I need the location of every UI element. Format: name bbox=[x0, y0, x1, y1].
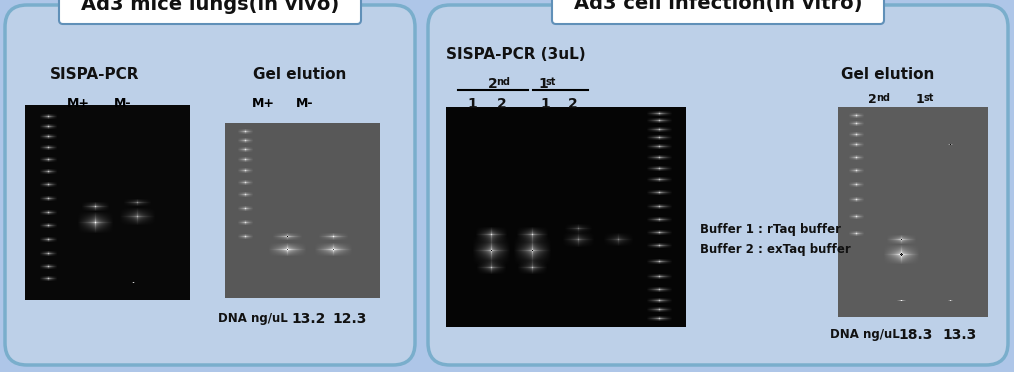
Text: Gel elution: Gel elution bbox=[254, 67, 347, 82]
Text: st: st bbox=[546, 77, 557, 87]
Text: 2: 2 bbox=[568, 97, 578, 111]
Text: SISPA-PCR (3uL): SISPA-PCR (3uL) bbox=[446, 47, 586, 62]
FancyBboxPatch shape bbox=[552, 0, 884, 24]
Text: M-: M- bbox=[296, 97, 313, 110]
Text: 1: 1 bbox=[467, 97, 477, 111]
Text: M+: M+ bbox=[67, 97, 89, 110]
FancyBboxPatch shape bbox=[59, 0, 361, 24]
Text: st: st bbox=[924, 93, 934, 103]
Text: Ad3 mice lungs(in vivo): Ad3 mice lungs(in vivo) bbox=[81, 0, 339, 13]
Text: 2: 2 bbox=[488, 77, 498, 91]
Text: 2: 2 bbox=[497, 97, 507, 111]
Text: Ad3 cell infection(in vitro): Ad3 cell infection(in vitro) bbox=[574, 0, 862, 13]
FancyBboxPatch shape bbox=[428, 5, 1008, 365]
Text: DNA ng/uL: DNA ng/uL bbox=[830, 328, 899, 341]
Text: Gel elution: Gel elution bbox=[842, 67, 935, 82]
FancyBboxPatch shape bbox=[5, 5, 415, 365]
Text: 1: 1 bbox=[916, 93, 925, 106]
Text: 12.3: 12.3 bbox=[333, 312, 367, 326]
Text: M+: M+ bbox=[251, 97, 275, 110]
Text: DNA ng/uL: DNA ng/uL bbox=[218, 312, 288, 325]
Text: nd: nd bbox=[876, 93, 890, 103]
Text: 1: 1 bbox=[538, 77, 548, 91]
Text: 13.3: 13.3 bbox=[943, 328, 977, 342]
Text: SISPA-PCR: SISPA-PCR bbox=[51, 67, 140, 82]
Text: M-: M- bbox=[115, 97, 132, 110]
Text: Buffer 1 : rTaq buffer: Buffer 1 : rTaq buffer bbox=[700, 223, 841, 236]
Text: 13.2: 13.2 bbox=[292, 312, 327, 326]
Text: 18.3: 18.3 bbox=[898, 328, 933, 342]
Text: 1: 1 bbox=[540, 97, 550, 111]
Text: nd: nd bbox=[496, 77, 510, 87]
Text: 2: 2 bbox=[868, 93, 877, 106]
Text: Buffer 2 : exTaq buffer: Buffer 2 : exTaq buffer bbox=[700, 243, 851, 256]
